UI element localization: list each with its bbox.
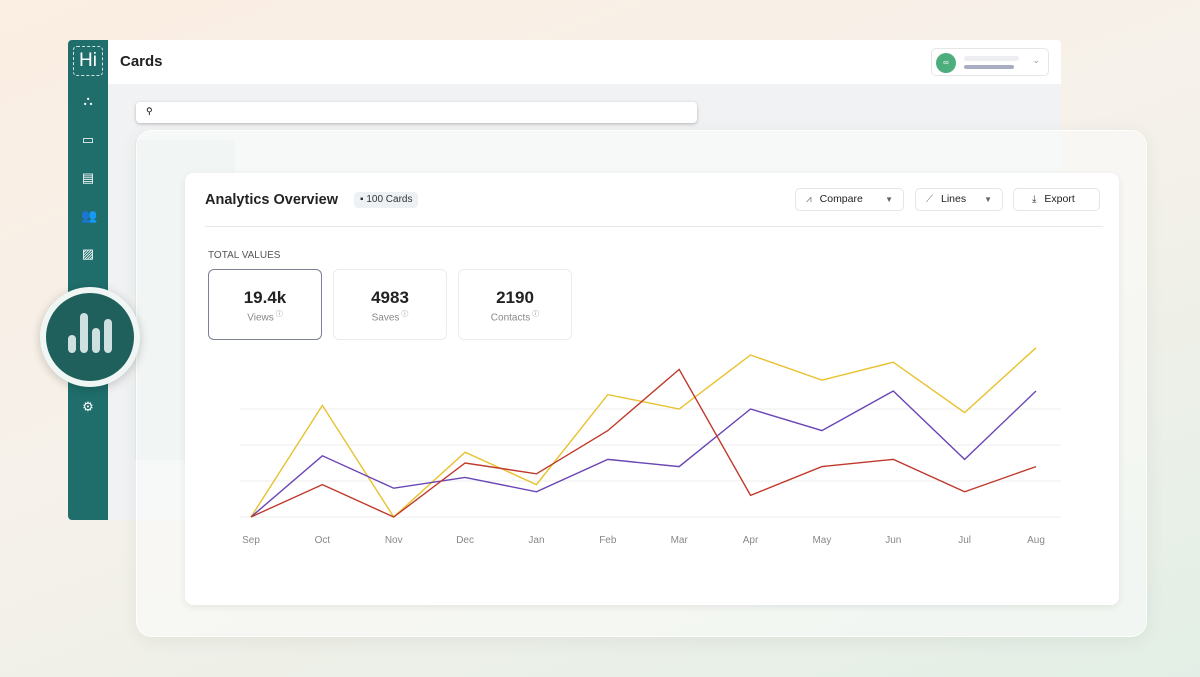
x-tick-label: Jun bbox=[885, 535, 901, 546]
compare-chart-icon: ⩘ bbox=[806, 194, 812, 205]
info-icon: ⓘ bbox=[530, 311, 540, 318]
compare-button[interactable]: ⩘ Compare ▼ bbox=[795, 188, 904, 211]
top-bar: Cards ∞ ⌄ bbox=[108, 40, 1061, 84]
image-icon[interactable]: ▨ bbox=[81, 246, 95, 261]
cards-stack-icon[interactable]: ▤ bbox=[81, 170, 95, 185]
info-icon: ⓘ bbox=[399, 311, 409, 318]
line-chart: Sep Oct Nov Dec Jan Feb Mar Apr May Jun Jul Aug bbox=[240, 347, 1061, 546]
export-label: Export bbox=[1044, 193, 1075, 205]
stat-value: 2190 bbox=[496, 288, 534, 307]
info-icon: ⓘ bbox=[273, 311, 283, 318]
stat-saves[interactable]: 4983 Saves ⓘ bbox=[333, 269, 447, 340]
user-name-placeholder bbox=[964, 56, 1019, 61]
x-tick-label: Jan bbox=[528, 535, 544, 546]
x-tick-label: Apr bbox=[743, 535, 759, 546]
stat-views[interactable]: 19.4k Views ⓘ bbox=[208, 269, 322, 340]
chevron-down-icon: ▼ bbox=[885, 195, 893, 204]
x-tick-label: Nov bbox=[385, 535, 403, 546]
series-line bbox=[250, 347, 1037, 519]
x-tick-label: May bbox=[812, 535, 831, 546]
contacts-icon[interactable]: 👥 bbox=[81, 208, 98, 223]
x-tick-label: Aug bbox=[1027, 535, 1045, 546]
x-tick-label: Feb bbox=[599, 535, 617, 546]
export-button[interactable]: ⤓ Export bbox=[1013, 188, 1100, 211]
bar-glyph bbox=[68, 335, 76, 353]
account-menu[interactable]: ∞ ⌄ bbox=[931, 48, 1049, 76]
stat-label: Saves bbox=[371, 312, 400, 324]
x-tick-label: Oct bbox=[315, 535, 331, 546]
search-input[interactable]: ⚲ bbox=[136, 102, 697, 123]
cards-count-badge: ▪ 100 Cards bbox=[354, 192, 419, 208]
search-icon: ⚲ bbox=[146, 106, 153, 116]
x-tick-label: Jul bbox=[958, 535, 971, 546]
card-icon[interactable]: ▭ bbox=[81, 132, 95, 147]
chevron-down-icon: ⌄ bbox=[1032, 55, 1040, 65]
chevron-down-icon: ▼ bbox=[984, 195, 992, 204]
compare-label: Compare bbox=[819, 193, 863, 205]
divider bbox=[205, 226, 1103, 227]
series-line bbox=[250, 390, 1037, 518]
stat-label: Contacts bbox=[490, 312, 531, 324]
logo: Hi bbox=[73, 46, 103, 76]
lines-label: Lines bbox=[941, 193, 967, 205]
bar-glyph bbox=[104, 319, 112, 353]
x-tick-label: Mar bbox=[671, 535, 689, 546]
card-icon: ▪ bbox=[360, 194, 367, 205]
x-tick-label: Sep bbox=[242, 535, 260, 546]
analytics-icon[interactable] bbox=[40, 287, 140, 387]
analytics-card: Analytics Overview ▪ 100 Cards ⩘ Compare ▼… bbox=[185, 173, 1119, 605]
series-line bbox=[250, 368, 1037, 518]
page-title: Cards bbox=[120, 53, 163, 70]
bar-glyph bbox=[80, 313, 88, 353]
user-email-placeholder bbox=[964, 65, 1014, 69]
totals-label: TOTAL VALUES bbox=[208, 250, 281, 261]
lines-button[interactable]: ⟋ Lines ▼ bbox=[915, 188, 1003, 211]
x-tick-label: Dec bbox=[456, 535, 474, 546]
badge-label: 100 Cards bbox=[366, 194, 413, 205]
download-icon: ⤓ bbox=[1032, 194, 1037, 205]
stat-label: Views bbox=[247, 312, 274, 324]
analytics-title: Analytics Overview bbox=[205, 192, 338, 208]
line-chart-icon: ⟋ bbox=[926, 194, 933, 205]
gear-icon[interactable]: ⚙ bbox=[82, 399, 94, 414]
stat-contacts[interactable]: 2190 Contacts ⓘ bbox=[458, 269, 572, 340]
bar-glyph bbox=[92, 328, 100, 353]
sidebar: Hi ⛬ ▭ ▤ 👥 ▨ ⚙ bbox=[68, 40, 108, 520]
stat-value: 4983 bbox=[371, 288, 409, 307]
stat-value: 19.4k bbox=[243, 288, 287, 307]
avatar: ∞ bbox=[936, 53, 956, 73]
org-chart-icon[interactable]: ⛬ bbox=[83, 93, 93, 108]
